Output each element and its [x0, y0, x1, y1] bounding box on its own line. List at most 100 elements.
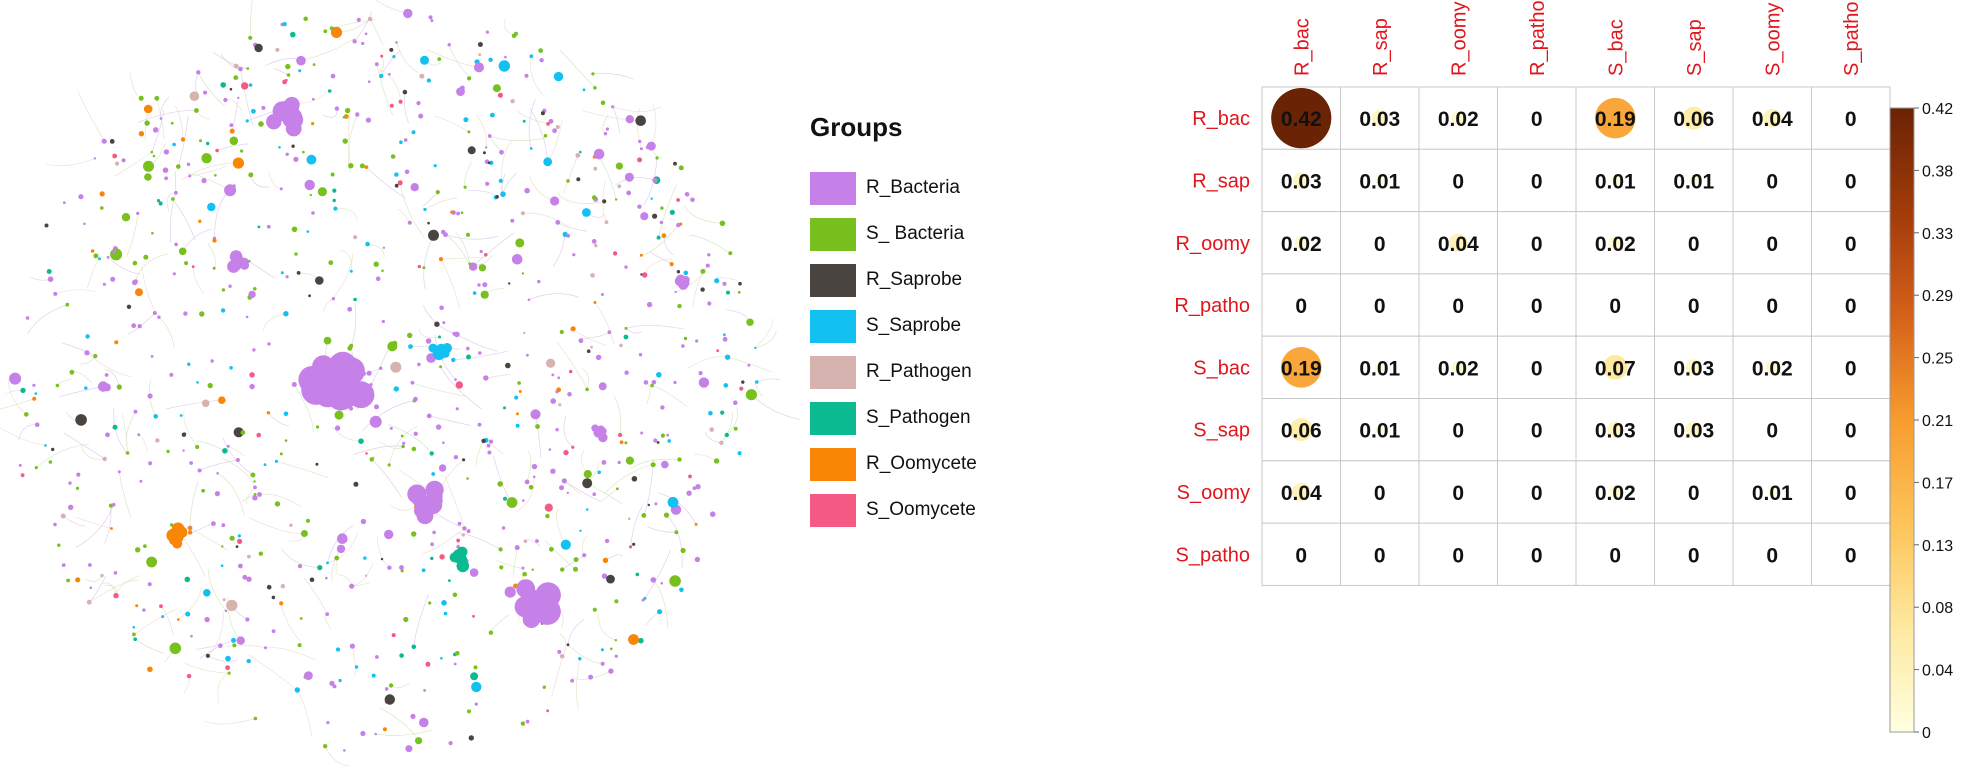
network-edge [563, 155, 579, 194]
network-node [442, 321, 446, 325]
network-node [435, 424, 442, 430]
network-node [342, 115, 346, 119]
cell-value-label: 0 [1766, 295, 1778, 318]
column-label: S_oomy [1762, 3, 1784, 76]
cell-value-label: 0 [1688, 482, 1700, 505]
network-edge [472, 232, 515, 267]
network-node [323, 29, 328, 34]
network-edge [683, 205, 723, 224]
legend-label: R_Pathogen [866, 361, 972, 382]
network-node [695, 339, 699, 343]
network-node [181, 432, 187, 437]
network-node [369, 415, 382, 428]
network-node [683, 270, 689, 276]
network-node [293, 156, 299, 162]
network-node [117, 470, 121, 474]
network-node [258, 551, 263, 556]
network-node [646, 141, 656, 151]
network-node [452, 592, 458, 598]
network-edge [756, 378, 781, 383]
network-edge [107, 257, 141, 275]
network-node [349, 643, 355, 649]
network-edge [493, 455, 513, 503]
network-node [641, 513, 647, 518]
network-node [548, 118, 554, 124]
network-edge [556, 508, 567, 545]
network-node [353, 481, 359, 487]
network-node [187, 526, 192, 530]
network-node [312, 355, 335, 378]
network-node [650, 577, 657, 583]
network-node [400, 434, 404, 438]
legend-label: S_Oomycete [866, 499, 976, 520]
network-node [639, 253, 643, 257]
network-node [482, 151, 486, 155]
heatmap-cell [1261, 273, 1341, 337]
network-node [477, 42, 483, 47]
row-label: S_sap [1193, 420, 1250, 442]
network-node [550, 468, 556, 474]
column-label: S_bac [1605, 19, 1627, 76]
network-node [233, 427, 244, 438]
heatmap-circle [1602, 355, 1628, 380]
cell-value-label: 0.02 [1752, 357, 1793, 380]
network-node [53, 522, 57, 527]
heatmap-circle [1289, 418, 1313, 442]
network-edge [169, 192, 177, 244]
network-edge [268, 171, 282, 190]
heatmap-cell [1340, 273, 1420, 337]
network-node [278, 146, 281, 149]
network-edge [177, 115, 189, 167]
network-node [102, 456, 107, 462]
network-node [158, 201, 163, 206]
heatmap-circle [1291, 482, 1311, 502]
network-edge [192, 266, 204, 295]
network-node [133, 409, 138, 414]
network-node [469, 568, 479, 577]
network-node [216, 472, 219, 475]
legend-item: R_Pathogen [810, 349, 1070, 395]
network-node [328, 260, 334, 266]
network-edge [751, 394, 800, 420]
network-node [600, 100, 606, 106]
network-node [722, 281, 727, 286]
network-node [48, 460, 53, 464]
heatmap-circle [1271, 88, 1332, 149]
network-node [605, 127, 610, 131]
network-node [438, 257, 444, 262]
network-edge [552, 234, 566, 267]
network-edge [367, 243, 385, 258]
network-node [582, 208, 591, 217]
network-node [148, 461, 153, 466]
cell-value-label: 0.01 [1595, 170, 1636, 193]
network-edge [390, 682, 410, 689]
network-node [398, 99, 403, 104]
network-node [608, 668, 614, 674]
network-edge [529, 108, 549, 162]
network-node [363, 556, 367, 560]
cell-value-label: 0.02 [1281, 233, 1322, 256]
network-node [387, 565, 392, 570]
network-node [212, 238, 217, 243]
network-edge [378, 55, 384, 74]
network-node [61, 563, 66, 567]
network-node [503, 406, 506, 410]
network-node [450, 210, 454, 214]
network-edge [89, 575, 140, 603]
network-edge [645, 382, 651, 404]
network-node [315, 462, 319, 466]
network-node [246, 658, 251, 664]
network-node [220, 82, 226, 88]
network-node [312, 97, 315, 101]
network-node [510, 218, 515, 223]
network-node [681, 344, 685, 348]
network-node [632, 542, 636, 546]
network-node [271, 595, 276, 600]
network-edge [207, 655, 238, 662]
cell-value-label: 0.04 [1438, 233, 1479, 256]
network-node [419, 73, 425, 79]
network-node [147, 666, 153, 673]
network-node [44, 444, 47, 447]
network-edge [489, 135, 546, 141]
network-node [285, 275, 289, 279]
